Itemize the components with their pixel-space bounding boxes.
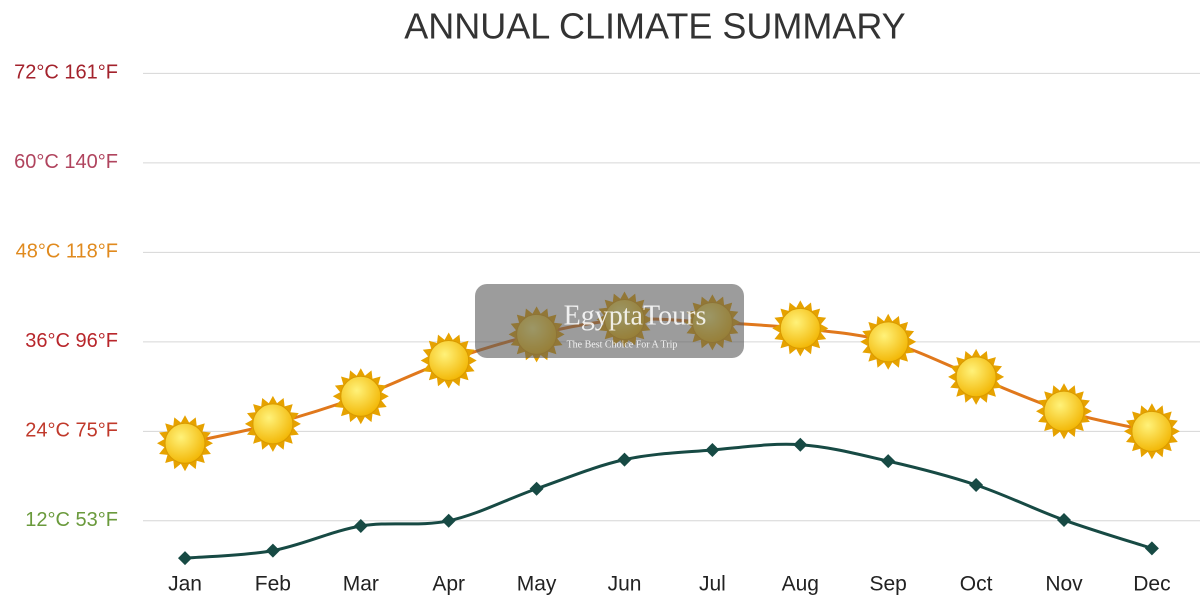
sun-marker xyxy=(244,395,301,452)
sun-marker xyxy=(157,415,213,472)
diamond-marker xyxy=(1144,541,1159,556)
sun-disc xyxy=(955,356,997,398)
y-tick-label: 36°C 96°F xyxy=(25,330,118,352)
y-tick-label: 60°C 140°F xyxy=(14,151,118,173)
y-tick-label: 72°C 161°F xyxy=(14,62,118,84)
x-tick-label: Jul xyxy=(699,573,726,596)
y-tick-label: 24°C 75°F xyxy=(25,420,118,442)
diamond-marker xyxy=(265,543,280,558)
diamond-marker xyxy=(529,481,544,496)
sun-disc xyxy=(252,403,294,445)
sun-marker xyxy=(1036,383,1092,440)
diamond-marker xyxy=(881,454,896,469)
watermark-box xyxy=(475,284,744,358)
sun-disc xyxy=(1043,390,1085,432)
x-tick-label: Mar xyxy=(343,573,379,596)
diamond-marker xyxy=(793,437,808,452)
watermark: EgyptaTours The Best Choice For A Trip xyxy=(475,284,744,358)
chart-title: ANNUAL CLIMATE SUMMARY xyxy=(404,6,905,47)
diamond-marker xyxy=(617,452,632,467)
x-tick-label: Nov xyxy=(1045,573,1083,596)
sun-marker xyxy=(772,300,829,357)
sun-marker xyxy=(948,348,1005,405)
x-tick-label: Jan xyxy=(168,573,202,596)
sun-marker xyxy=(860,313,917,370)
y-tick-label: 48°C 118°F xyxy=(16,241,118,263)
sun-disc xyxy=(164,422,206,464)
diamond-marker xyxy=(705,442,720,457)
diamond-marker xyxy=(969,478,984,493)
watermark-tagline: The Best Choice For A Trip xyxy=(567,339,678,350)
diamond-marker xyxy=(353,519,368,534)
sun-disc xyxy=(779,307,821,349)
x-tick-label: Apr xyxy=(432,573,465,596)
x-tick-label: Oct xyxy=(960,573,993,596)
x-tick-label: Jun xyxy=(608,573,642,596)
diamond-marker xyxy=(441,513,456,528)
sun-disc xyxy=(1131,410,1173,452)
sun-disc xyxy=(867,321,909,363)
sun-marker xyxy=(420,332,477,389)
x-tick-label: Feb xyxy=(255,573,291,596)
x-tick-label: May xyxy=(517,573,557,596)
sun-marker xyxy=(332,368,389,425)
series-line xyxy=(184,442,1153,560)
x-tick-label: Sep xyxy=(870,573,907,596)
y-tick-label: 12°C 53°F xyxy=(25,509,118,531)
watermark-name: EgyptaTours xyxy=(564,300,707,331)
x-tick-label: Dec xyxy=(1133,573,1170,596)
sun-disc xyxy=(340,375,382,417)
sun-marker xyxy=(1123,403,1180,460)
x-tick-label: Aug xyxy=(782,573,819,596)
sun-disc xyxy=(428,339,470,381)
diamond-marker xyxy=(178,551,192,566)
diamond-marker xyxy=(1057,513,1071,528)
